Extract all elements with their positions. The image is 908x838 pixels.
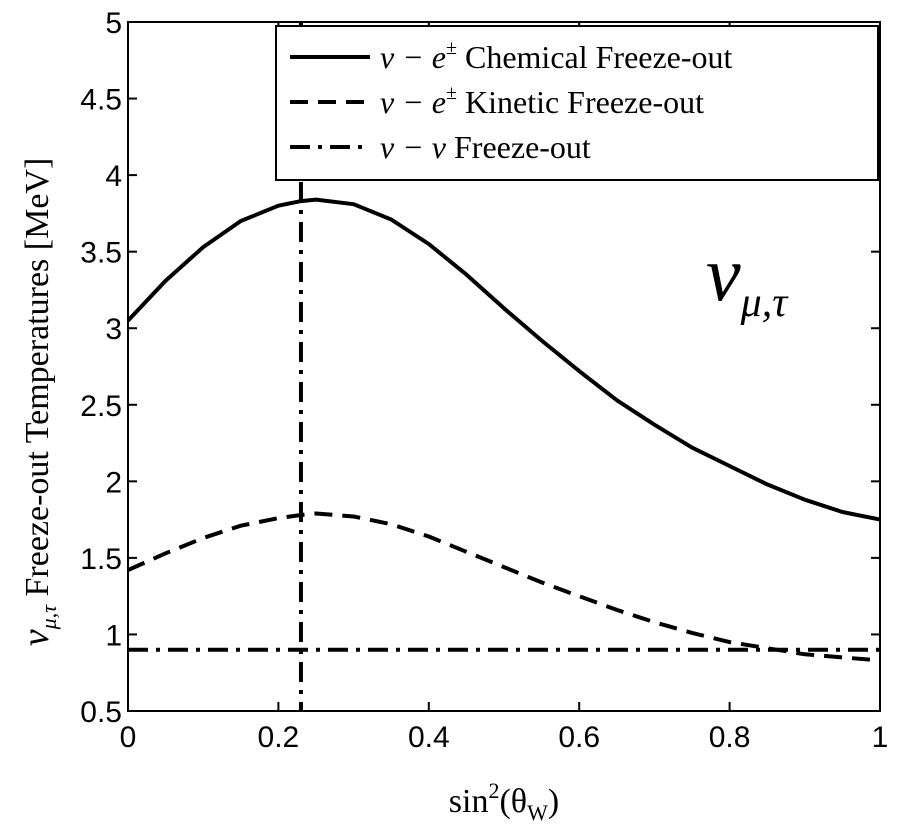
legend-label-1: ν − e± Chemical Freeze-out (380, 37, 733, 75)
x-tick-label: 1 (872, 721, 889, 754)
legend: ν − e± Chemical Freeze-out ν − e± Kinetic… (275, 25, 879, 181)
x-tick-label: 0.2 (258, 721, 300, 754)
legend-entries: ν − e± Chemical Freeze-out ν − e± Kinetic… (290, 37, 733, 165)
y-tick-label: 3 (105, 313, 122, 346)
y-tick-label: 0.5 (80, 696, 122, 729)
y-tick-label: 4.5 (80, 84, 122, 117)
y-axis-ticks: 0.5 1 1.5 2 2.5 3 3.5 4 4.5 5 (80, 7, 880, 729)
y-tick-label: 3.5 (80, 237, 122, 270)
x-tick-label: 0.8 (709, 721, 751, 754)
y-tick-label: 2.5 (80, 390, 122, 423)
x-tick-label: 0.6 (558, 721, 600, 754)
series-line-1 (126, 197, 881, 522)
x-tick-label: 0.4 (408, 721, 450, 754)
y-tick-label: 5 (105, 7, 122, 40)
y-axis-label: νμ,τ Freeze-out Temperatures [MeV] (15, 158, 61, 647)
y-tick-label: 1 (105, 619, 122, 652)
series-line-2 (127, 511, 881, 663)
plot-border (127, 21, 881, 712)
y-tick-label: 2 (105, 466, 122, 499)
flavor-annotation: νμ,τ (706, 230, 789, 326)
x-axis-label: sin2(θW) (449, 778, 559, 825)
legend-box (275, 25, 879, 181)
x-tick-label: 0 (120, 721, 137, 754)
y-tick-label: 1.5 (80, 543, 122, 576)
y-tick-label: 4 (105, 160, 122, 193)
plot-series (126, 22, 881, 711)
plot-frame (127, 21, 881, 712)
legend-label-3: ν − ν Freeze-out (380, 129, 591, 165)
legend-label-2: ν − e± Kinetic Freeze-out (380, 82, 704, 120)
